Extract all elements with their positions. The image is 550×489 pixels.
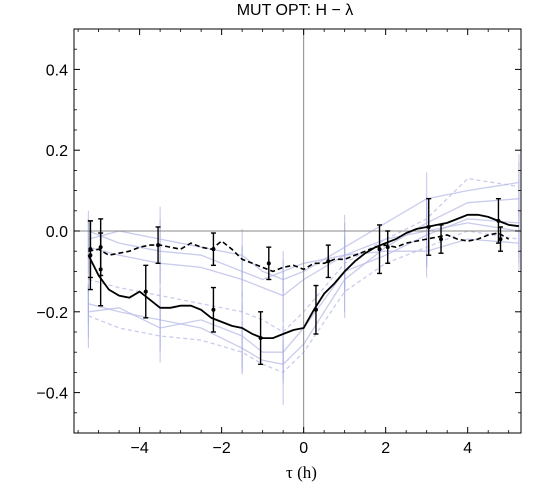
errorbar-point [426, 224, 431, 229]
main-series-layer [87, 197, 520, 366]
errorbar-point [326, 259, 331, 264]
errorbar-point [258, 336, 263, 341]
y-tick-label: −0.2 [36, 305, 68, 322]
chart-title: MUT OPT: H − λ [236, 2, 354, 19]
errorbar-point [143, 289, 148, 294]
x-tick-label: 4 [463, 440, 472, 457]
x-tick-label: 0 [299, 440, 308, 457]
errorbar-point [211, 247, 216, 252]
errorbar-point [98, 245, 103, 250]
errorbar-point [313, 307, 318, 312]
axis-ticks: −4 −2 0 2 4 −0.4 −0.2 0.0 0.2 0.4 [36, 28, 521, 457]
x-tick-label: 2 [381, 440, 390, 457]
y-tick-label: −0.4 [36, 386, 68, 403]
errorbar-point [439, 237, 444, 242]
errorbar-point [266, 261, 271, 266]
y-tick-label: 0.0 [46, 224, 68, 241]
y-tick-label: 0.2 [46, 143, 68, 160]
errorbar-point [156, 243, 161, 248]
x-tick-label: −2 [213, 440, 231, 457]
errorbar-point [211, 307, 216, 312]
errorbar-point [385, 245, 390, 250]
x-axis-label: τ (h) [286, 463, 317, 482]
errorbar-point [498, 237, 503, 242]
solid-series-line [87, 213, 520, 340]
errorbar-point [496, 218, 501, 223]
y-tick-label: 0.4 [46, 62, 68, 79]
errorbar-point [88, 247, 93, 252]
reference-lines [74, 29, 521, 433]
x-tick-label: −4 [130, 440, 148, 457]
errorbar-point [377, 247, 382, 252]
